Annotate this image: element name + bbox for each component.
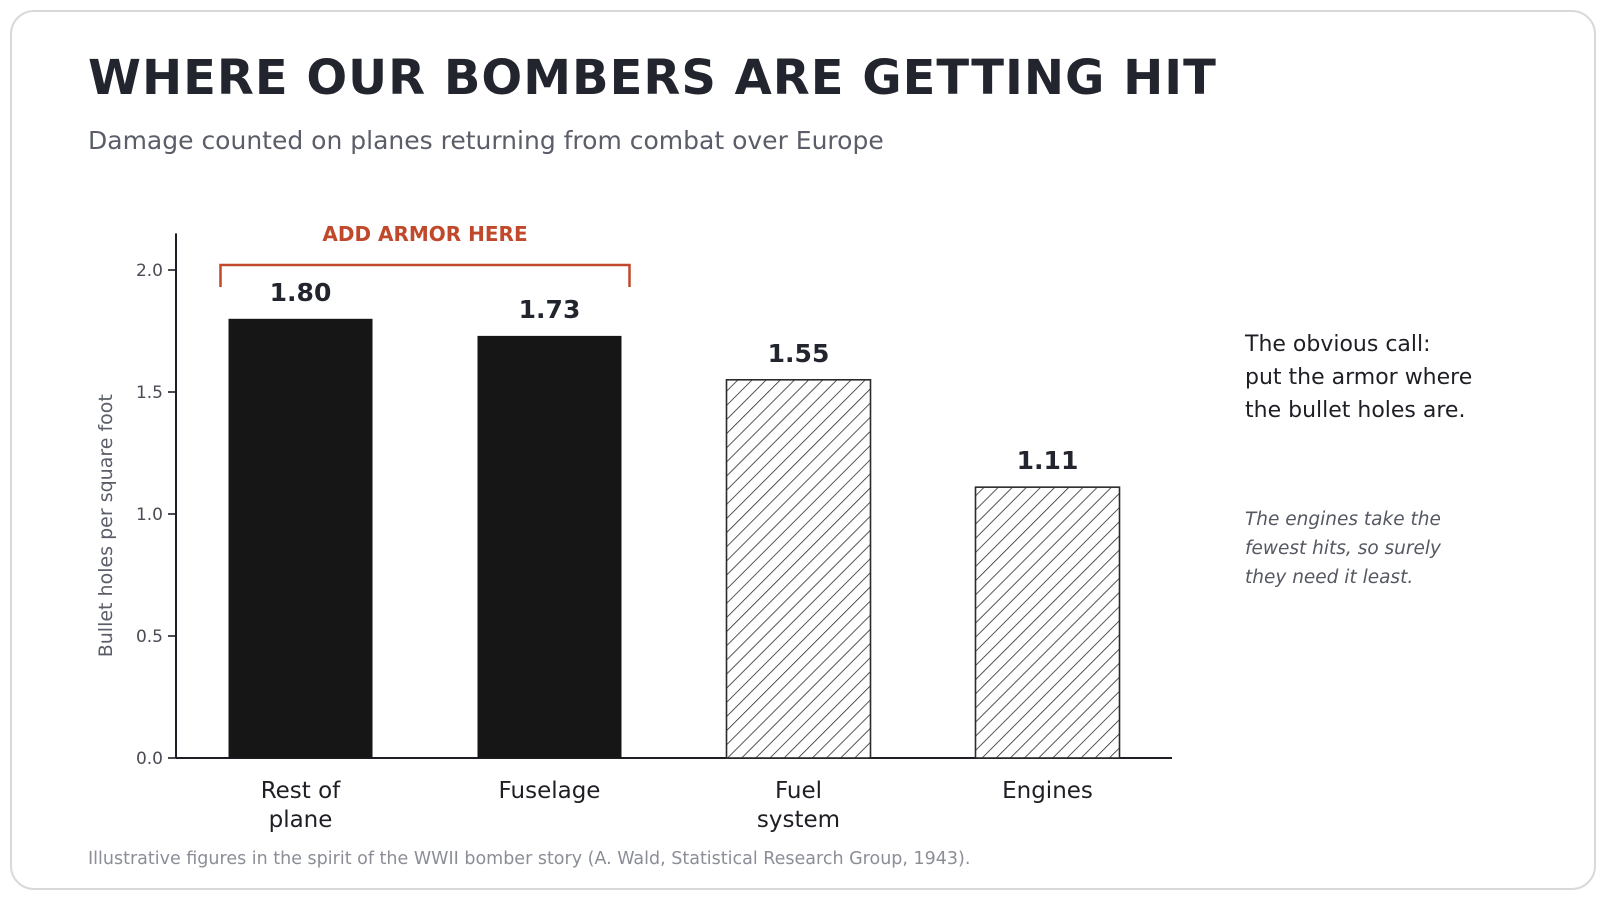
bar (228, 318, 373, 758)
engines-note-line: they need it least. (1245, 567, 1414, 588)
obvious-call-line: the bullet holes are. (1245, 398, 1466, 423)
engines-note-line: The engines take the (1245, 509, 1441, 530)
y-tick-label: 0.0 (136, 749, 163, 769)
bar (477, 335, 622, 758)
x-tick-label: Fuel (775, 778, 822, 804)
obvious-call-note: The obvious call: put the armor where th… (1245, 328, 1472, 427)
x-tick-label: plane (269, 807, 333, 833)
armor-bracket (219, 263, 631, 287)
chart-subtitle: Damage counted on planes returning from … (88, 126, 884, 155)
obvious-call-line: put the armor where (1245, 365, 1473, 390)
x-tick-label: Engines (1002, 778, 1093, 804)
chart-title: WHERE OUR BOMBERS ARE GETTING HIT (88, 50, 1217, 106)
source-footnote: Illustrative figures in the spirit of th… (88, 849, 971, 869)
bar-value-label: 1.73 (519, 295, 581, 324)
y-tick-label: 2.0 (136, 261, 163, 281)
x-tick-label: Rest of (261, 778, 341, 804)
y-tick-label: 1.0 (136, 505, 163, 525)
y-axis-label: Bullet holes per square foot (95, 394, 117, 657)
bar-value-label: 1.80 (270, 278, 332, 307)
engines-note-line: fewest hits, so surely (1245, 538, 1441, 559)
bar (974, 486, 1121, 759)
y-tick-label: 1.5 (136, 383, 163, 403)
bar (725, 378, 872, 759)
engines-note: The engines take the fewest hits, so sur… (1245, 505, 1441, 592)
armor-bracket-label: ADD ARMOR HERE (322, 222, 527, 246)
obvious-call-line: The obvious call: (1245, 332, 1431, 357)
x-tick-label: system (757, 807, 840, 833)
x-tick-label: Fuselage (499, 778, 601, 804)
bar-value-label: 1.11 (1017, 446, 1079, 475)
y-tick-label: 0.5 (136, 627, 163, 647)
bar-value-label: 1.55 (768, 339, 830, 368)
